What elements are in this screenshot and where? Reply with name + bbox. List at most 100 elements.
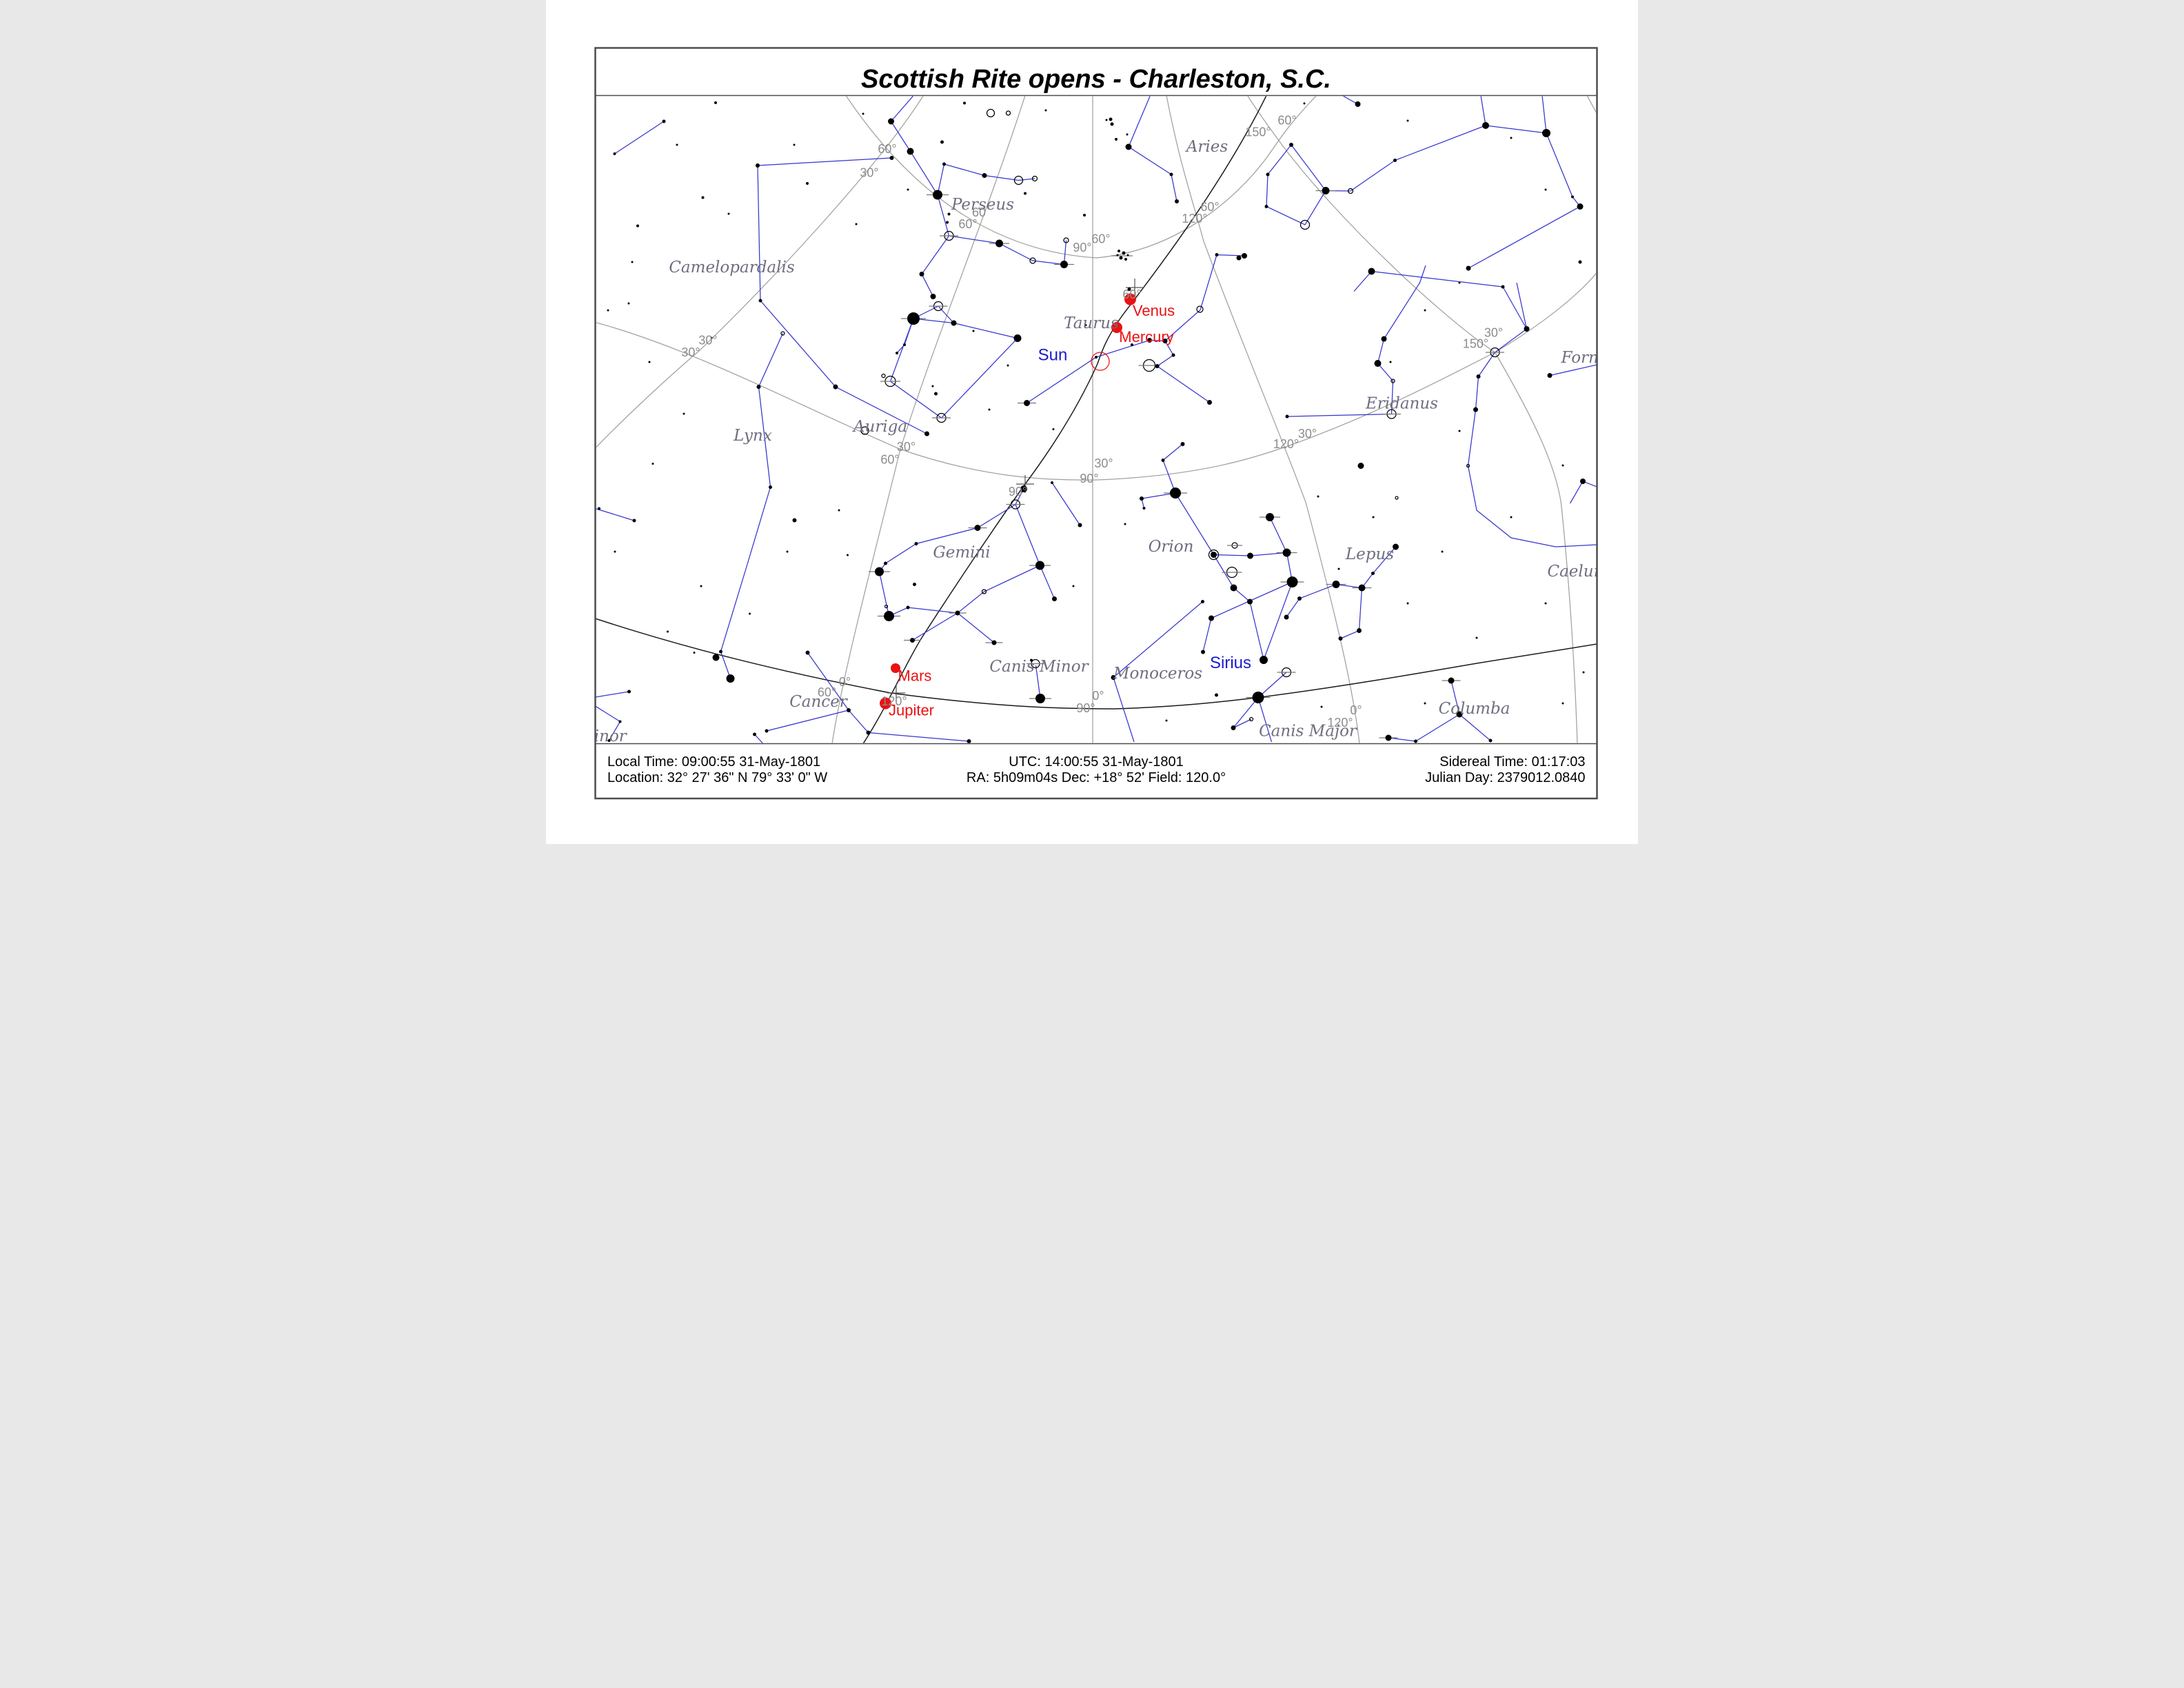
star: [1297, 596, 1302, 601]
star: [1561, 464, 1564, 467]
star: [1337, 567, 1340, 570]
constellation-line: [1063, 240, 1067, 265]
mercury-label[interactable]: Mercury: [1119, 328, 1173, 345]
deep-sky-object-icon: [1395, 496, 1399, 500]
constellation-line: [807, 652, 849, 711]
footer-local-time: Local Time: 09:00:55 31-May-1801: [607, 754, 820, 770]
star: [632, 519, 636, 523]
page-background: [546, 0, 1638, 844]
deep-sky-object-icon: [1208, 549, 1220, 561]
star: [1127, 288, 1131, 291]
labels-group: 60°30°6060°60°90°60°150°60°120°30°30°30°…: [596, 114, 1609, 743]
celestial-equator-line: [596, 618, 1597, 710]
jupiter-label[interactable]: Jupiter: [889, 702, 934, 719]
venus-label[interactable]: Venus: [1133, 302, 1175, 319]
star: [627, 690, 631, 694]
constellation-line: [1286, 413, 1392, 417]
star: [1510, 516, 1513, 519]
star: [676, 143, 678, 146]
constellation-line: [1027, 339, 1166, 404]
constellation-line: [1353, 271, 1372, 292]
star: [1289, 143, 1293, 147]
star: [1285, 414, 1289, 419]
deep-sky-object-icon: [1300, 219, 1311, 230]
grid-degree-label: 120°: [881, 694, 907, 708]
deep-sky-object-icon: [1391, 379, 1395, 383]
star: [710, 336, 713, 339]
deep-sky-object-icon: [1347, 188, 1354, 194]
constellation-line: [1213, 554, 1264, 661]
sun-label[interactable]: Sun: [1038, 346, 1068, 365]
star: [1007, 364, 1009, 367]
constellation-label: Aries: [1185, 138, 1228, 156]
constellation-label: Caelum: [1548, 563, 1609, 581]
constellation-line: [1286, 583, 1363, 639]
star: [1577, 203, 1584, 210]
jupiter-icon[interactable]: [880, 697, 891, 710]
star: [888, 118, 894, 125]
star: [1044, 109, 1047, 112]
mercury-icon[interactable]: [1111, 322, 1122, 333]
star: [1406, 119, 1409, 122]
constellation-label: Gemini: [933, 544, 990, 562]
constellation-line: [1485, 125, 1547, 134]
constellation-line: [938, 305, 954, 323]
star: [1247, 599, 1253, 605]
planets-group: [880, 293, 1136, 710]
star: [1544, 188, 1547, 191]
star: [1147, 338, 1152, 343]
grid-degree-label: 120°: [1182, 212, 1207, 225]
star: [1424, 309, 1426, 312]
constellation-line: [766, 710, 849, 732]
star: [1030, 659, 1033, 662]
chart-border: [594, 47, 1598, 800]
star: [1155, 364, 1160, 368]
star: [1020, 485, 1027, 492]
star: [907, 148, 914, 155]
star: [1052, 596, 1057, 601]
star: [1084, 324, 1087, 326]
grid-degree-label: 60°: [1277, 114, 1296, 128]
star: [1165, 719, 1168, 722]
star: [700, 585, 702, 587]
star: [1215, 253, 1219, 257]
constellation-label: Cancer: [789, 693, 849, 711]
constellation-line: [1257, 672, 1287, 698]
mars-icon[interactable]: [891, 663, 900, 673]
star: [1571, 195, 1574, 199]
ecliptic-equator-group: [596, 96, 1597, 743]
constellation-label: Taurus: [1064, 314, 1119, 332]
star: [1381, 336, 1387, 342]
constellation-label: Monoceros: [1113, 665, 1202, 683]
grid-degree-label: 60°: [818, 685, 836, 699]
star: [1072, 585, 1075, 587]
grid-line: [831, 96, 1026, 743]
venus-icon[interactable]: [1124, 293, 1136, 305]
star: [1358, 584, 1366, 592]
sirius-label[interactable]: Sirius: [1210, 654, 1251, 672]
star: [1247, 552, 1253, 559]
star: [847, 708, 851, 712]
constellation-line: [1371, 270, 1504, 288]
constellation-line: [1128, 96, 1177, 202]
sun-icon[interactable]: [1091, 352, 1110, 371]
star: [889, 156, 894, 160]
grid-degree-label: 0°: [839, 675, 851, 689]
constellation-line: [1377, 265, 1426, 414]
star: [1393, 159, 1397, 162]
star: [1209, 615, 1214, 621]
star: [1385, 734, 1392, 741]
stars-group: [598, 101, 1586, 743]
star: [1052, 428, 1055, 430]
star: [995, 239, 1003, 248]
star: [1357, 463, 1364, 469]
star: [847, 554, 849, 556]
star: [727, 212, 730, 215]
star: [614, 550, 616, 553]
star: [1448, 677, 1455, 684]
deep-sky-object-icon: [1031, 175, 1038, 182]
star: [1266, 513, 1274, 521]
mars-label[interactable]: Mars: [898, 667, 932, 685]
deep-sky-object-icon: [1063, 237, 1069, 243]
star: [1252, 692, 1264, 703]
